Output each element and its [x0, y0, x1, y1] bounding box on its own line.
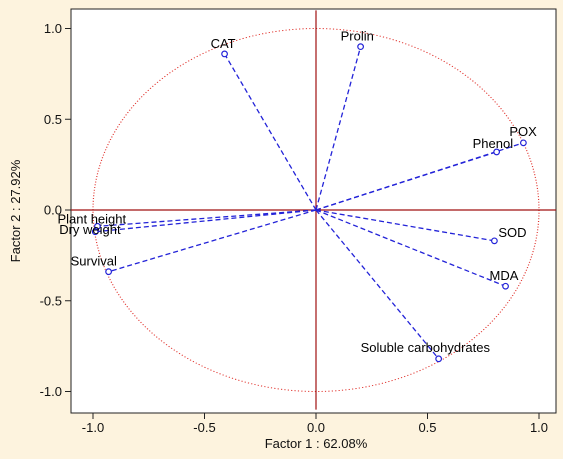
x-tick-label: -1.0: [82, 420, 104, 435]
x-tick-label: 1.0: [530, 420, 548, 435]
vector-cat: [224, 53, 317, 211]
y-tick-label: 0.0: [44, 203, 62, 218]
label-sod: SOD: [498, 225, 526, 240]
vector-prolin: [315, 46, 362, 211]
vector-soluble-carbohydrates: [315, 209, 440, 360]
label-pox: POX: [509, 124, 537, 139]
x-tick-label: 0.5: [418, 420, 436, 435]
vector-sod: [315, 209, 495, 242]
point-phenol: [493, 148, 501, 156]
x-axis-label: Factor 1 : 62.08%: [265, 436, 368, 451]
vector-plant-height: [97, 209, 317, 227]
y-tick-label: -1.0: [40, 384, 62, 399]
point-plant-height: [94, 222, 101, 230]
x-tick-label: -0.5: [193, 420, 215, 435]
vector-dry-weight: [95, 209, 317, 233]
label-plant-height: Plant height: [57, 211, 126, 226]
point-survival: [105, 268, 113, 276]
point-mda: [502, 282, 509, 290]
y-tick-label: 1.0: [44, 21, 62, 36]
point-prolin: [357, 43, 365, 51]
label-mda: MDA: [490, 268, 519, 283]
point-sod: [491, 237, 498, 245]
label-cat: CAT: [211, 36, 236, 51]
point-dry-weight: [91, 228, 99, 236]
vector-survival: [108, 209, 317, 273]
x-axis-ticks: -1.0 -0.5 0.0 0.5 1.0: [82, 413, 548, 435]
point-soluble-carbohydrates: [435, 355, 443, 363]
y-tick-label: -0.5: [40, 293, 62, 308]
y-axis-ticks: 1.0 0.5 0.0 -0.5 -1.0: [40, 21, 71, 399]
label-phenol: Phenol: [473, 136, 514, 151]
y-tick-label: 0.5: [44, 112, 62, 127]
label-prolin: Prolin: [341, 29, 374, 44]
point-pox: [519, 139, 527, 147]
x-tick-label: 0.0: [307, 420, 325, 435]
point-cat: [221, 50, 228, 58]
vector-mda: [315, 209, 506, 287]
label-survival: Survival: [71, 254, 117, 269]
label-dry-weight: Dry weight: [59, 222, 121, 237]
label-soluble-carbohydrates: Soluble carbohydrates: [361, 340, 491, 355]
y-axis-label: Factor 2 : 27.92%: [8, 159, 23, 262]
loading-vectors: [91, 43, 527, 363]
